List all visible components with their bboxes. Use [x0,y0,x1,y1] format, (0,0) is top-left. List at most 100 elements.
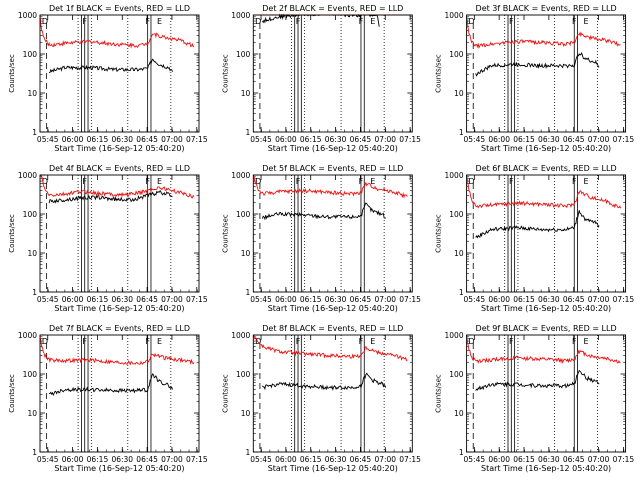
y-axis-label: Counts/sec [435,214,443,253]
y-tick-label: 1 [246,288,251,297]
series-line-events [262,372,387,391]
x-tick-label: 06:30 [325,135,347,144]
series-line-events [475,210,600,239]
x-tick-label: 06:00 [62,295,84,304]
x-tick-label: 07:15 [186,135,208,144]
x-tick-label: 06:45 [563,295,585,304]
y-tick-label: 100 [23,370,38,379]
interval-marker-label: D [255,17,261,26]
y-tick-label: 10 [241,249,251,258]
series-line-events [475,52,600,77]
panel-title: Det 8f BLACK = Events, RED = LLD [262,324,403,333]
interval-marker-label: E [584,337,589,346]
series-line-events [48,58,173,74]
x-axis-label: Start Time (16-Sep-12 05:40:20) [54,304,184,313]
y-tick-label: 10 [27,409,37,418]
y-tick-label: 100 [449,210,464,219]
y-tick-label: 10 [27,249,37,258]
x-tick-label: 06:15 [87,295,109,304]
x-tick-label: 06:30 [111,295,133,304]
y-axis-label: Counts/sec [8,374,16,413]
interval-marker-label: D [468,177,474,186]
interval-marker-label: D [468,17,474,26]
y-axis-label: Counts/sec [8,214,16,253]
interval-marker-label: F [296,337,301,346]
interval-marker-label: F [82,177,87,186]
interval-marker-label: E [370,177,375,186]
y-tick-label: 100 [449,370,464,379]
x-tick-label: 07:15 [186,295,208,304]
x-tick-label: 06:15 [87,135,109,144]
plot-frame [466,14,627,133]
y-tick-label: 100 [23,50,38,59]
series-line-events [261,202,386,221]
x-tick-label: 05:45 [464,135,486,144]
interval-marker-label: F [509,17,514,26]
x-tick-label: 07:00 [588,135,610,144]
y-tick-label: 100 [236,50,251,59]
x-tick-label: 06:00 [275,135,297,144]
panel-title: Det 5f BLACK = Events, RED = LLD [262,164,403,173]
detector-panel-3: Det 3f BLACK = Events, RED = LLD Counts/s… [435,4,635,153]
detector-panel-2: Det 2f BLACK = Events, RED = LLD Counts/s… [221,4,421,153]
x-tick-label: 06:45 [563,135,585,144]
panel-title: Det 7f BLACK = Events, RED = LLD [49,324,190,333]
x-tick-label: 06:45 [563,455,585,464]
x-tick-label: 06:00 [275,455,297,464]
interval-marker-label: E [157,177,162,186]
interval-marker-label: F [359,337,364,346]
x-tick-label: 07:00 [374,135,396,144]
interval-marker-label: D [42,177,48,186]
x-tick-label: 07:15 [399,135,421,144]
x-tick-label: 07:15 [613,455,635,464]
interval-marker-label: D [468,337,474,346]
plot-frame [39,14,200,133]
series-line-lld [39,14,195,49]
plot-frame [466,174,627,293]
series-line-lld [252,174,408,199]
x-tick-label: 05:45 [464,295,486,304]
x-tick-label: 06:15 [300,295,322,304]
interval-marker-label: F [509,337,514,346]
interval-marker-label: E [370,17,375,26]
interval-marker-label: E [370,337,375,346]
detector-panel-7: Det 7f BLACK = Events, RED = LLD Counts/s… [8,324,208,473]
interval-marker-label: D [255,177,261,186]
x-tick-label: 06:45 [136,295,158,304]
y-tick-label: 1 [459,288,464,297]
interval-marker-label: F [296,17,301,26]
plot-frame [252,14,413,133]
y-tick-label: 1 [32,288,37,297]
x-tick-label: 06:30 [325,455,347,464]
x-tick-label: 06:15 [513,455,535,464]
y-tick-label: 1 [459,128,464,137]
x-tick-label: 06:45 [136,135,158,144]
x-tick-label: 06:45 [350,455,372,464]
y-tick-label: 1 [459,448,464,457]
interval-marker-label: D [42,17,48,26]
series-line-events [475,369,600,391]
panel-title: Det 9f BLACK = Events, RED = LLD [476,324,617,333]
x-tick-label: 07:00 [588,455,610,464]
x-tick-label: 07:00 [374,455,396,464]
y-tick-label: 100 [236,370,251,379]
y-tick-label: 1000 [445,331,464,340]
y-tick-label: 1000 [445,11,464,20]
y-tick-label: 100 [23,210,38,219]
x-tick-label: 06:00 [275,295,297,304]
y-tick-label: 1000 [231,171,250,180]
interval-marker-label: F [572,17,577,26]
detector-panel-5: Det 5f BLACK = Events, RED = LLD Counts/s… [221,164,421,313]
x-tick-label: 07:00 [374,295,396,304]
interval-marker-label: F [145,177,150,186]
y-tick-label: 100 [449,50,464,59]
y-tick-label: 10 [241,409,251,418]
x-tick-label: 06:45 [350,135,372,144]
x-tick-label: 07:15 [613,295,635,304]
interval-marker-label: F [296,177,301,186]
x-axis-label: Start Time (16-Sep-12 05:40:20) [268,144,398,153]
interval-marker-label: E [157,17,162,26]
x-axis-label: Start Time (16-Sep-12 05:40:20) [481,464,611,473]
y-tick-label: 1000 [18,331,37,340]
